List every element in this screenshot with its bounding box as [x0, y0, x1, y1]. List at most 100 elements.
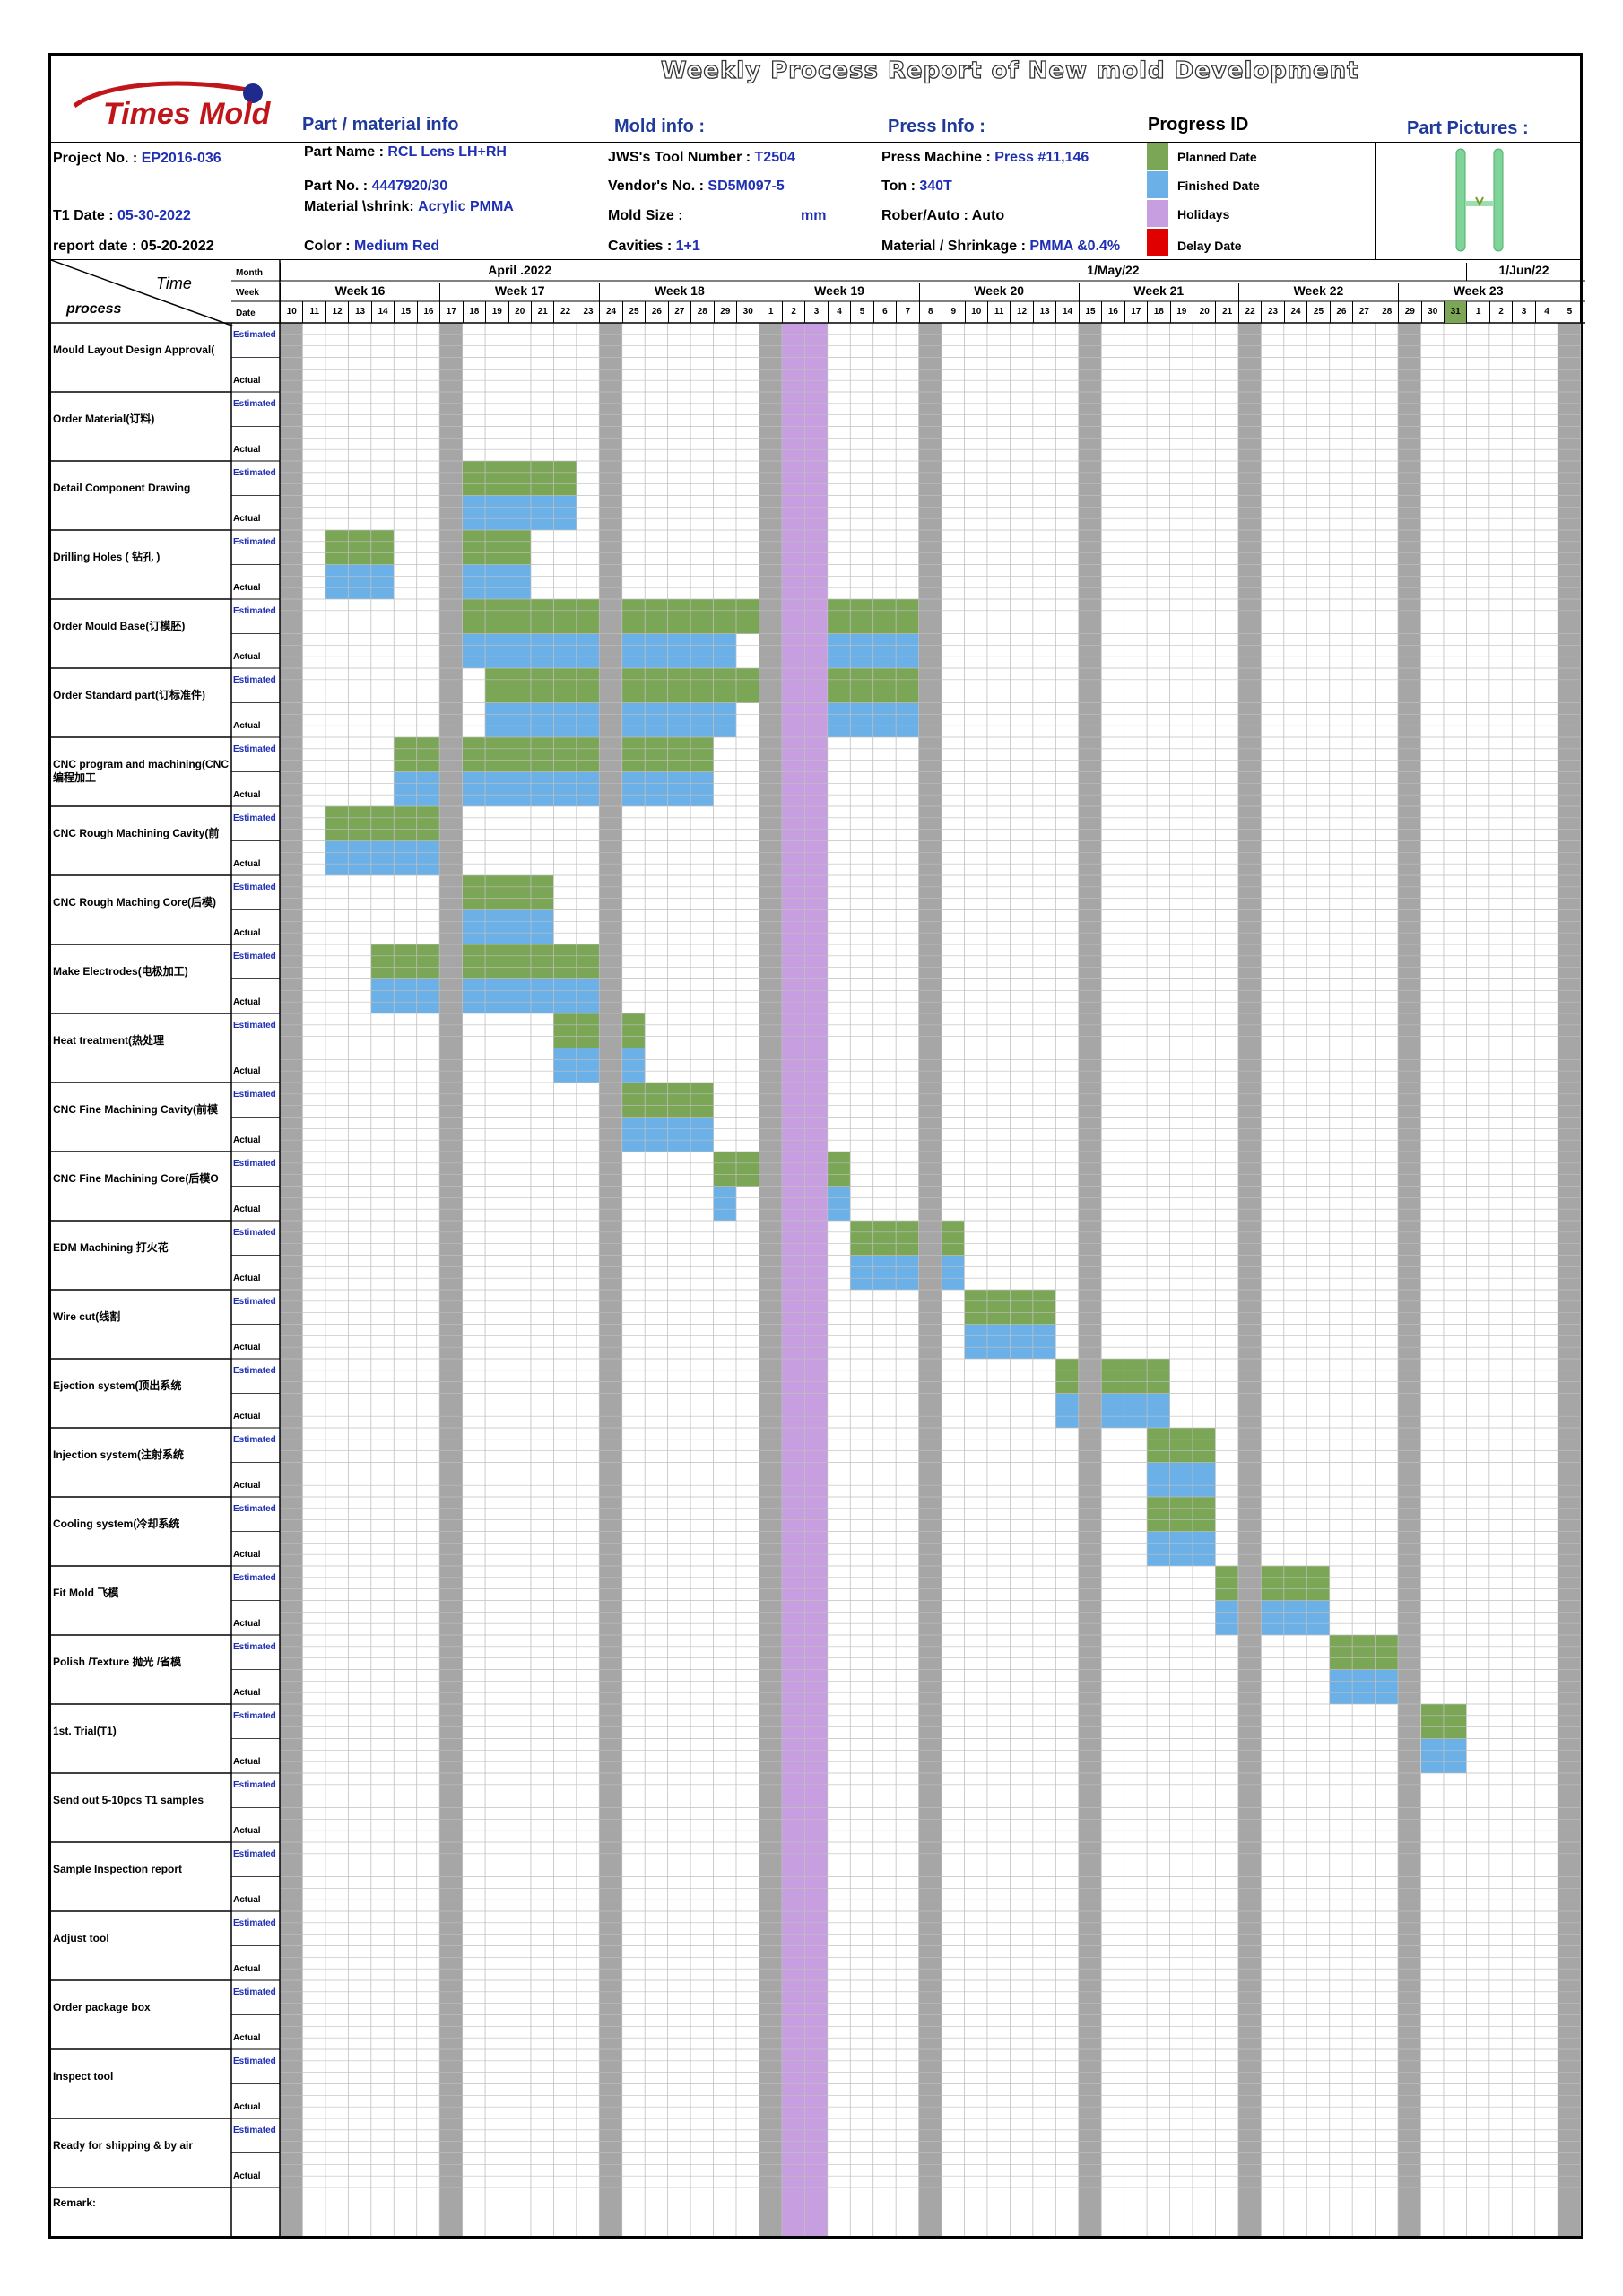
estimated-label: Estimated	[233, 1297, 276, 1307]
process-name: Order Mould Base(订模胚)	[53, 619, 186, 632]
actual-label: Actual	[233, 2032, 261, 2043]
month-header: 1/Jun/22	[1466, 263, 1580, 281]
finished-bar	[1055, 1393, 1079, 1428]
process-name: Wire cut(线割	[53, 1309, 121, 1323]
date-header: 12	[1010, 301, 1032, 323]
date-header: 26	[1329, 301, 1352, 323]
process-name: Detail Component Drawing	[53, 481, 191, 494]
process-name: Sample Inspection report	[53, 1862, 183, 1875]
estimated-label: Estimated	[233, 468, 276, 478]
actual-label: Actual	[233, 1411, 261, 1422]
actual-label: Actual	[233, 1963, 261, 1974]
date-header: 25	[621, 301, 645, 323]
estimated-label: Estimated	[233, 330, 276, 340]
finished-bar	[942, 1255, 965, 1290]
finished-bar	[462, 771, 600, 806]
finished-bar	[394, 771, 440, 806]
part-pictures-title: Part Pictures :	[1407, 118, 1529, 138]
time-label: Time	[156, 274, 192, 292]
date-header: 7	[896, 301, 918, 323]
week-header: Week 18	[599, 283, 759, 301]
date-header: 1	[1466, 301, 1488, 323]
date-header: 20	[508, 301, 531, 323]
process-name: Order Standard part(订标准件)	[53, 688, 206, 701]
finished-bar	[827, 1186, 851, 1221]
planned-bar	[1215, 1566, 1238, 1601]
process-name: CNC Fine Machining Core(后模O	[53, 1171, 219, 1185]
planned-bar	[1261, 1566, 1330, 1601]
remark-label: Remark:	[53, 2196, 97, 2209]
month-header: April .2022	[280, 263, 759, 281]
planned-bar	[325, 806, 440, 841]
estimated-label: Estimated	[233, 1504, 276, 1514]
actual-label: Actual	[233, 1273, 261, 1283]
date-header: 2	[1488, 301, 1512, 323]
mold-size-label: Mold Size :	[608, 208, 683, 223]
week-row-label: Week	[236, 288, 259, 298]
estimated-label: Estimated	[233, 1228, 276, 1238]
date-header: 11	[986, 301, 1010, 323]
tool-number-row: JWS's Tool Number : T2504	[608, 150, 795, 165]
actual-label: Actual	[233, 1687, 261, 1698]
shrinkage-row: Material / Shrinkage : PMMA &0.4%	[881, 239, 1121, 254]
process-name: CNC Fine Machining Cavity(前模	[53, 1102, 219, 1116]
actual-label: Actual	[233, 1204, 261, 1214]
date-header: 12	[325, 301, 348, 323]
sunday-column	[1078, 323, 1102, 2236]
planned-bar	[621, 1013, 646, 1048]
estimated-label: Estimated	[233, 1849, 276, 1859]
actual-label: Actual	[233, 2170, 261, 2181]
robot-auto-row: Rober/Auto : Auto	[881, 208, 1005, 223]
planned-bar	[325, 530, 395, 565]
date-header: 28	[690, 301, 713, 323]
process-name: Polish /Texture 抛光 /省模	[53, 1655, 182, 1668]
estimated-label: Estimated	[233, 1987, 276, 1997]
planned-bar	[942, 1221, 965, 1256]
sunday-column	[1398, 323, 1421, 2236]
date-header: 14	[370, 301, 394, 323]
actual-label: Actual	[233, 2101, 261, 2112]
planned-bar	[713, 1152, 759, 1187]
finished-bar	[621, 702, 736, 737]
finished-bar	[964, 1324, 1056, 1359]
actual-label: Actual	[233, 1618, 261, 1629]
holiday-column	[781, 323, 828, 2236]
date-header: 2	[781, 301, 804, 323]
date-header: 13	[1032, 301, 1055, 323]
pictures-divider	[1375, 142, 1376, 259]
legend-planned-swatch	[1147, 143, 1168, 170]
estimated-label: Estimated	[233, 744, 276, 754]
date-header: 18	[462, 301, 485, 323]
t1-date-row: T1 Date : 05-30-2022	[53, 208, 191, 223]
planned-bar	[827, 1152, 851, 1187]
sunday-column	[1558, 323, 1581, 2236]
actual-label: Actual	[233, 1135, 261, 1145]
actual-label: Actual	[233, 582, 261, 593]
date-header: 19	[485, 301, 508, 323]
actual-label: Actual	[233, 996, 261, 1007]
finished-bar	[1329, 1669, 1399, 1704]
company-logo: Times Mold	[67, 72, 273, 135]
process-name: CNC Rough Maching Core(后模)	[53, 895, 216, 909]
press-section-title: Press Info :	[888, 117, 985, 136]
date-header: 3	[804, 301, 827, 323]
finished-bar	[1101, 1393, 1170, 1428]
actual-label: Actual	[233, 1894, 261, 1905]
part-no-row: Part No. : 4447920/30	[304, 178, 448, 194]
process-name: EDM Machining 打火花	[53, 1240, 169, 1254]
date-header: 17	[1124, 301, 1147, 323]
actual-label: Actual	[233, 1825, 261, 1836]
date-header: 9	[942, 301, 964, 323]
finished-bar	[325, 840, 440, 875]
planned-bar	[485, 668, 600, 703]
week-header: Week 21	[1078, 283, 1238, 301]
planned-bar	[827, 668, 919, 703]
process-name: CNC Rough Machining Cavity(前	[53, 826, 220, 839]
legend-finished-swatch	[1147, 171, 1168, 198]
estimated-label: Estimated	[233, 1573, 276, 1583]
date-header: 29	[1398, 301, 1420, 323]
planned-bar	[370, 944, 440, 979]
process-name: Inspect tool	[53, 2069, 114, 2083]
date-header: 29	[713, 301, 736, 323]
week-header: Week 22	[1237, 283, 1398, 301]
